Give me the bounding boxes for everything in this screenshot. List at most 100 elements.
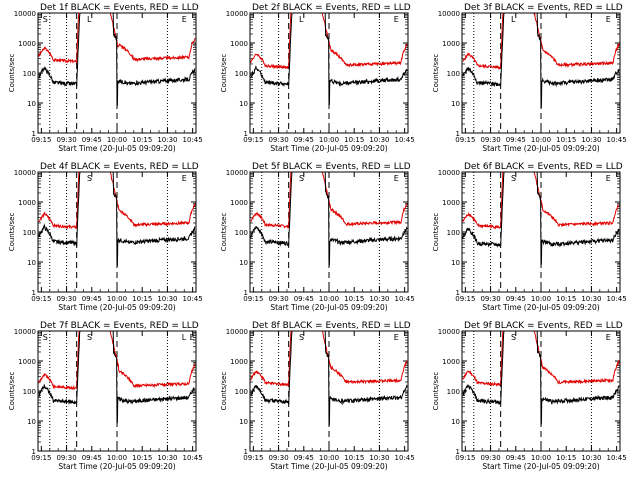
x-tick-label: 09:15 xyxy=(31,136,51,144)
chart-title: Det 8f BLACK = Events, RED = LLD xyxy=(252,321,411,331)
x-tick-label: 10:30 xyxy=(581,136,601,144)
sub-label: E xyxy=(606,15,611,24)
x-tick-label: 10:15 xyxy=(556,295,576,303)
panel-6: Det 6f BLACK = Events, RED = LLD 1 10 100 10… xyxy=(432,162,627,312)
y-axis-label: Counts/sec xyxy=(8,372,16,411)
y-axis-label: Counts/sec xyxy=(220,54,228,93)
events-series-line xyxy=(462,171,620,266)
y-tick-label: 100 xyxy=(23,70,36,78)
x-tick-label: 10:00 xyxy=(319,454,339,462)
panel-3: Det 3f BLACK = Events, RED = LLD 1 10 100 10… xyxy=(432,3,627,153)
y-tick-label: 10 xyxy=(239,100,248,108)
x-tick-label: 10:45 xyxy=(183,454,203,462)
y-tick-label: 1 xyxy=(244,130,248,138)
x-tick-label: 10:45 xyxy=(607,136,627,144)
y-tick-label: 100 xyxy=(23,388,36,396)
y-axis-label: Counts/sec xyxy=(8,54,16,93)
x-tick-label: 09:15 xyxy=(243,454,263,462)
y-tick-label: 100 xyxy=(235,229,248,237)
y-tick-label: 100 xyxy=(447,70,460,78)
sub-label: E xyxy=(182,15,187,24)
x-tick-label: 10:30 xyxy=(369,295,389,303)
y-tick-label: 100 xyxy=(23,229,36,237)
sub-label: S xyxy=(299,174,304,183)
x-tick-label: 10:45 xyxy=(183,295,203,303)
x-tick-label: 10:30 xyxy=(157,295,177,303)
chart-title: Det 9f BLACK = Events, RED = LLD xyxy=(464,321,623,331)
x-tick-label: 10:15 xyxy=(556,136,576,144)
x-tick-label: 09:45 xyxy=(294,295,314,303)
sub-label: L xyxy=(87,15,92,24)
x-tick-label: 09:45 xyxy=(82,295,102,303)
events-series-line xyxy=(250,330,408,426)
sub-label: S xyxy=(87,333,92,342)
y-tick-label: 10000 xyxy=(14,10,36,18)
x-tick-label: 10:15 xyxy=(556,454,576,462)
y-tick-label: 10000 xyxy=(14,169,36,177)
y-tick-label: 10 xyxy=(451,418,460,426)
x-tick-label: 09:30 xyxy=(268,136,288,144)
x-axis-label: Start Time (20-Jul-05 09:09:20) xyxy=(270,303,387,312)
y-tick-label: 1 xyxy=(32,448,36,456)
chart-title: Det 7f BLACK = Events, RED = LLD xyxy=(40,321,199,331)
x-tick-label: 10:00 xyxy=(107,136,127,144)
y-tick-label: 10000 xyxy=(438,10,460,18)
x-tick-label: 10:45 xyxy=(395,136,415,144)
y-tick-label: 1000 xyxy=(230,40,248,48)
x-tick-label: 10:15 xyxy=(344,136,364,144)
x-tick-label: 10:15 xyxy=(132,295,152,303)
x-tick-label: 10:45 xyxy=(395,454,415,462)
y-tick-label: 1 xyxy=(32,289,36,297)
panel-5: Det 5f BLACK = Events, RED = LLD 1 10 100 10… xyxy=(220,162,415,312)
sub-label: E xyxy=(606,333,611,342)
x-tick-label: 10:15 xyxy=(344,454,364,462)
x-tick-label: 09:30 xyxy=(480,454,500,462)
y-tick-label: 10 xyxy=(451,100,460,108)
x-tick-label: 10:30 xyxy=(369,454,389,462)
panel-9: Det 9f BLACK = Events, RED = LLD 1 10 100 10… xyxy=(432,321,627,471)
y-tick-label: 100 xyxy=(447,388,460,396)
y-tick-label: 100 xyxy=(235,388,248,396)
x-tick-label: 10:00 xyxy=(531,454,551,462)
x-axis-label: Start Time (20-Jul-05 09:09:20) xyxy=(270,462,387,471)
x-axis-label: Start Time (20-Jul-05 09:09:20) xyxy=(58,462,175,471)
y-axis-label: Counts/sec xyxy=(220,372,228,411)
sub-label: S xyxy=(511,333,516,342)
x-tick-label: 10:30 xyxy=(369,136,389,144)
x-tick-label: 10:45 xyxy=(607,454,627,462)
x-tick-label: 09:45 xyxy=(506,295,526,303)
events-series-line xyxy=(462,330,620,425)
y-tick-label: 10000 xyxy=(438,169,460,177)
x-tick-label: 09:45 xyxy=(506,136,526,144)
x-tick-label: 10:15 xyxy=(344,295,364,303)
x-tick-label: 09:15 xyxy=(243,295,263,303)
panel-2: Det 2f BLACK = Events, RED = LLD 1 10 100 10… xyxy=(220,3,415,153)
events-series-line xyxy=(250,171,408,267)
panel-8: Det 8f BLACK = Events, RED = LLD 1 10 100 10… xyxy=(220,321,415,471)
x-tick-label: 09:15 xyxy=(31,454,51,462)
y-tick-label: 1000 xyxy=(18,199,36,207)
panel-7: Det 7f BLACK = Events, RED = LLD 1 10 100 10… xyxy=(8,321,203,471)
y-tick-label: 10 xyxy=(239,259,248,267)
x-tick-label: 09:30 xyxy=(268,454,288,462)
chart-title: Det 1f BLACK = Events, RED = LLD xyxy=(40,3,199,13)
x-tick-label: 10:00 xyxy=(107,454,127,462)
x-tick-label: 10:15 xyxy=(132,454,152,462)
x-axis-label: Start Time (20-Jul-05 09:09:20) xyxy=(482,462,599,471)
y-tick-label: 1 xyxy=(32,130,36,138)
x-tick-label: 10:45 xyxy=(607,295,627,303)
y-tick-label: 10000 xyxy=(14,328,36,336)
chart-title: Det 4f BLACK = Events, RED = LLD xyxy=(40,162,199,172)
sub-label: L xyxy=(182,333,187,342)
chart-title: Det 2f BLACK = Events, RED = LLD xyxy=(252,3,411,13)
y-axis-label: Counts/sec xyxy=(220,213,228,252)
y-axis-label: Counts/sec xyxy=(432,213,440,252)
sub-label: E xyxy=(394,333,399,342)
sub-label: E xyxy=(394,174,399,183)
events-series-line xyxy=(38,171,196,267)
x-tick-label: 10:00 xyxy=(531,295,551,303)
y-tick-label: 10000 xyxy=(226,169,248,177)
events-series-line xyxy=(38,330,196,424)
y-axis-label: Counts/sec xyxy=(8,213,16,252)
